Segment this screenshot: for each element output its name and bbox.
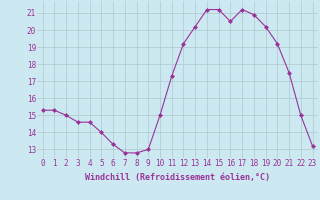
- X-axis label: Windchill (Refroidissement éolien,°C): Windchill (Refroidissement éolien,°C): [85, 173, 270, 182]
